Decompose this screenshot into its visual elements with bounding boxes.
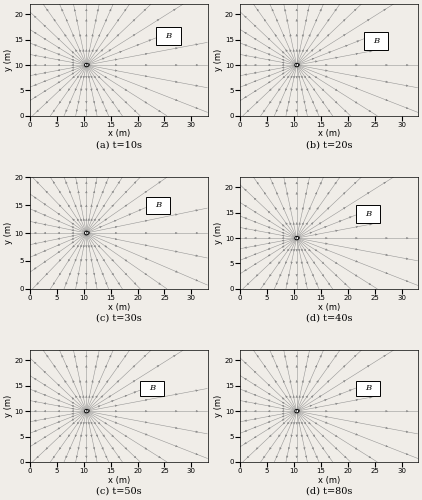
Bar xyxy=(157,27,181,45)
Circle shape xyxy=(295,64,298,67)
Y-axis label: y (m): y (m) xyxy=(4,222,13,244)
X-axis label: x (m): x (m) xyxy=(108,302,130,312)
Text: B: B xyxy=(165,32,172,40)
Text: B: B xyxy=(154,201,161,209)
Bar xyxy=(146,197,170,214)
Text: B: B xyxy=(149,384,155,392)
Circle shape xyxy=(84,64,88,67)
Text: (b) t=20s: (b) t=20s xyxy=(306,140,352,149)
Circle shape xyxy=(295,410,298,413)
Text: (c) t=50s: (c) t=50s xyxy=(96,486,141,496)
Y-axis label: y (m): y (m) xyxy=(4,395,13,417)
X-axis label: x (m): x (m) xyxy=(318,476,340,484)
X-axis label: x (m): x (m) xyxy=(318,302,340,312)
Bar xyxy=(356,205,380,223)
Text: (d) t=80s: (d) t=80s xyxy=(306,486,352,496)
Y-axis label: y (m): y (m) xyxy=(214,395,224,417)
X-axis label: x (m): x (m) xyxy=(108,130,130,138)
X-axis label: x (m): x (m) xyxy=(318,130,340,138)
Circle shape xyxy=(295,236,298,240)
Bar xyxy=(140,380,165,396)
Text: D: D xyxy=(84,408,89,414)
Circle shape xyxy=(84,410,88,413)
Bar xyxy=(364,32,388,50)
Text: D: D xyxy=(294,236,299,240)
Y-axis label: y (m): y (m) xyxy=(214,222,224,244)
Circle shape xyxy=(84,231,88,235)
X-axis label: x (m): x (m) xyxy=(108,476,130,484)
Text: (a) t=10s: (a) t=10s xyxy=(96,140,142,149)
Text: D: D xyxy=(294,408,299,414)
Y-axis label: y (m): y (m) xyxy=(4,49,13,71)
Text: (d) t=40s: (d) t=40s xyxy=(306,314,352,322)
Text: B: B xyxy=(365,384,371,392)
Bar xyxy=(356,380,380,396)
Text: (c) t=30s: (c) t=30s xyxy=(96,314,141,322)
Y-axis label: y (m): y (m) xyxy=(214,49,224,71)
Text: D: D xyxy=(84,62,89,68)
Text: B: B xyxy=(365,210,371,218)
Text: B: B xyxy=(373,37,379,45)
Text: D: D xyxy=(294,62,299,68)
Text: D: D xyxy=(84,230,89,235)
